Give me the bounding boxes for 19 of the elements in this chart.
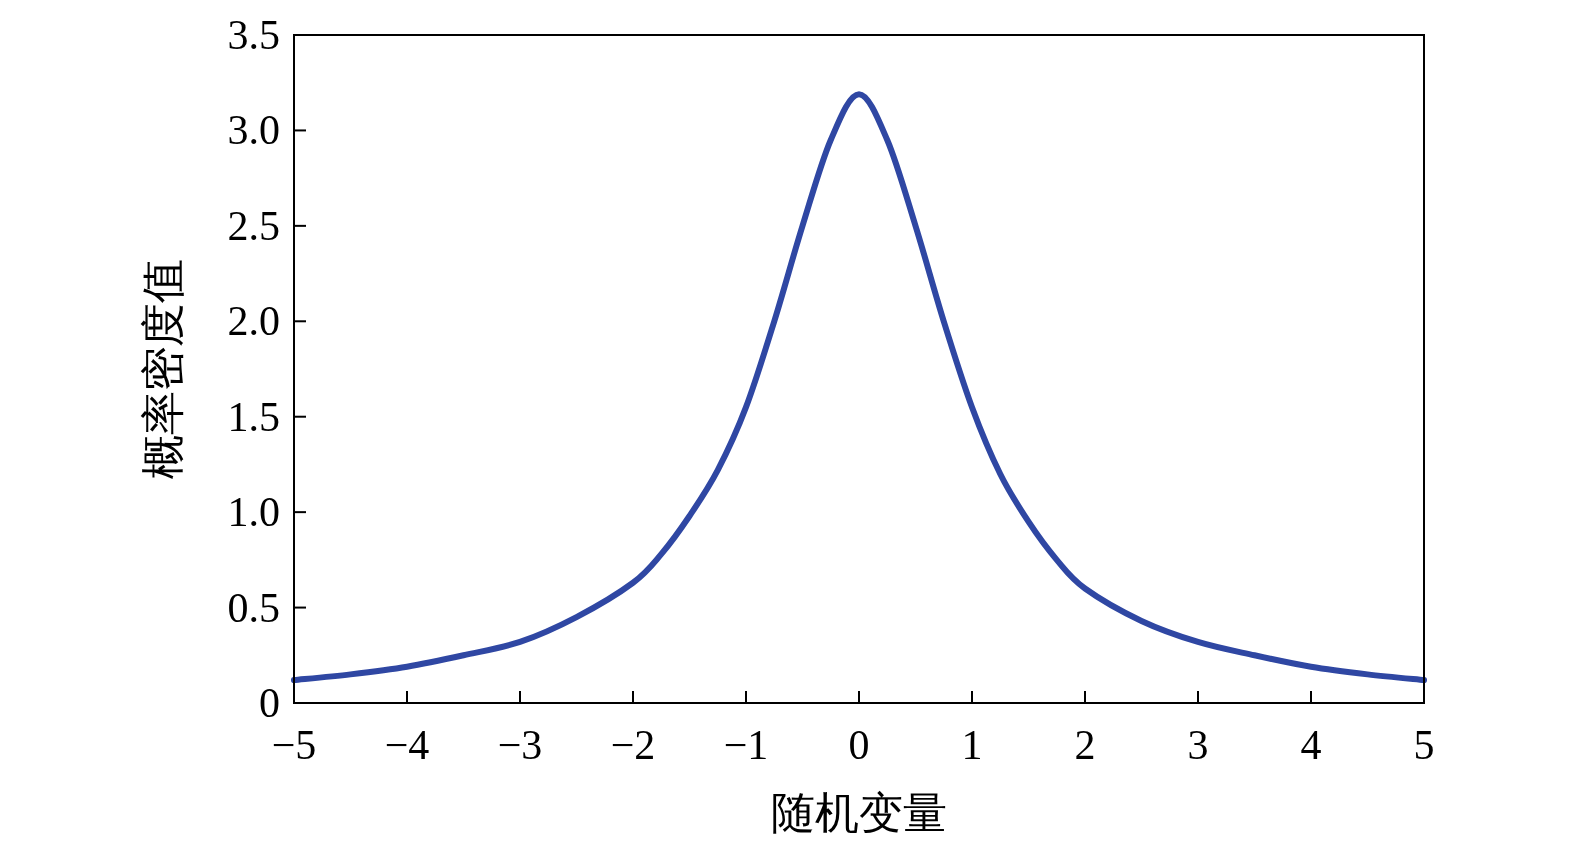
x-tick-label: 2: [1074, 722, 1096, 768]
y-tick-label: 2.5: [227, 202, 280, 249]
y-tick-label: 3.0: [227, 107, 280, 154]
y-axis-title: 概率密度值: [139, 259, 188, 479]
x-tick-label: −2: [610, 722, 656, 768]
y-tick-label: 3.5: [227, 12, 280, 58]
x-tick-label: 5: [1413, 722, 1435, 768]
x-tick-label: 4: [1300, 722, 1322, 768]
x-tick-label: −4: [384, 722, 430, 768]
y-tick-label: 1.5: [227, 393, 280, 440]
y-tick-label: 0.5: [227, 584, 280, 631]
x-tick-label: 3: [1187, 722, 1209, 768]
x-axis-title: 随机变量: [771, 789, 947, 838]
x-tick-label: −3: [497, 722, 543, 768]
x-tick-label: 0: [848, 722, 870, 768]
x-tick-label: 1: [961, 722, 983, 768]
y-tick-label: 1.0: [227, 489, 280, 536]
x-tick-label: −1: [723, 722, 769, 768]
y-tick-label: 2.0: [227, 298, 280, 345]
